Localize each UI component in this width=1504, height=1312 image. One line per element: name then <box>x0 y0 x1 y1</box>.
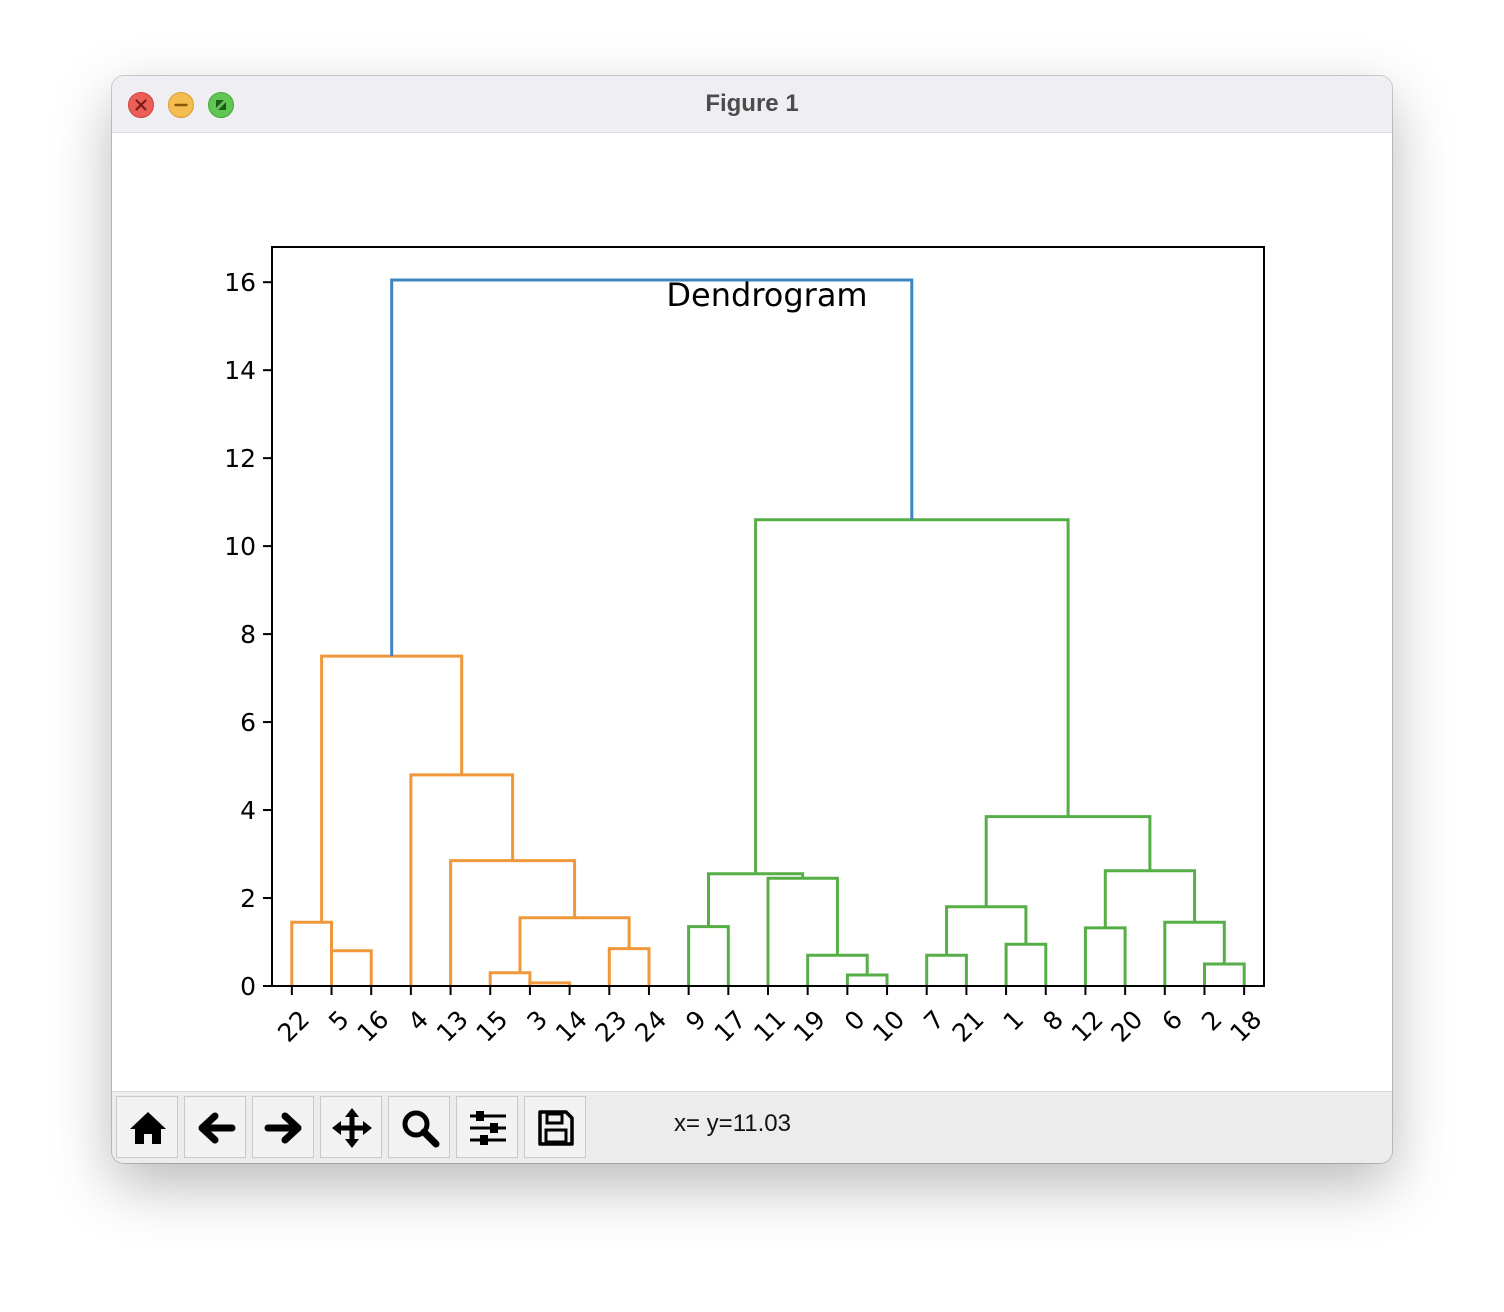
sliders-icon <box>470 1111 506 1145</box>
dendrogram-link-10 <box>845 973 889 986</box>
dendrogram-link-12 <box>766 876 839 986</box>
y-tick-label: 12 <box>224 444 256 473</box>
maximize-button[interactable] <box>208 92 234 118</box>
y-tick-label: 0 <box>240 972 256 1001</box>
y-axis: 0 2 4 6 8 10 12 14 16 <box>224 268 272 1001</box>
dendrogram-link-9 <box>687 925 730 986</box>
dendrogram-link-7 <box>409 773 515 986</box>
leaf-label-20: 20 <box>1105 1005 1148 1048</box>
dendrogram-link-5 <box>518 916 631 973</box>
leaf-label-12: 12 <box>1066 1005 1109 1048</box>
chart-title: Dendrogram <box>666 276 867 314</box>
close-button[interactable] <box>128 92 154 118</box>
dendrogram-link-16 <box>945 905 1028 956</box>
dendrogram-link-3 <box>528 981 572 986</box>
forward-button[interactable] <box>252 1096 314 1158</box>
leaf-label-10: 10 <box>867 1005 910 1048</box>
dendrogram-link-20 <box>1103 869 1197 928</box>
leaf-label-21: 21 <box>947 1005 990 1048</box>
configure-subplots-button[interactable] <box>456 1096 518 1158</box>
dendrogram-link-21 <box>984 815 1152 907</box>
y-tick-label: 4 <box>240 796 256 825</box>
back-button[interactable] <box>184 1096 246 1158</box>
y-tick-label: 8 <box>240 620 256 649</box>
minimize-button[interactable] <box>168 92 194 118</box>
zoom-button[interactable] <box>388 1096 450 1158</box>
dendrogram-link-1 <box>330 949 373 986</box>
leaf-label-11: 11 <box>748 1005 791 1048</box>
y-tick-label: 10 <box>224 532 256 561</box>
window-title: Figure 1 <box>705 90 799 117</box>
dendrogram-links <box>290 278 1246 986</box>
home-icon <box>130 1112 166 1144</box>
dendrogram-link-8 <box>320 654 464 923</box>
minimize-icon <box>174 103 188 107</box>
leaf-label-1: 1 <box>998 1005 1030 1037</box>
leaf-label-3: 3 <box>521 1005 553 1037</box>
dendrogram-link-19 <box>1163 920 1226 986</box>
dendrogram-link-2 <box>488 971 532 986</box>
dendrogram-link-18 <box>1203 962 1246 986</box>
figure-window: Figure 1 Dendrogram 0 2 4 6 8 10 12 14 16 22 5 16 4… <box>112 76 1392 1163</box>
close-icon <box>135 99 147 111</box>
leaf-label-15: 15 <box>470 1005 513 1048</box>
y-tick-label: 6 <box>240 708 256 737</box>
pan-button[interactable] <box>320 1096 382 1158</box>
home-button[interactable] <box>116 1096 178 1158</box>
search-icon <box>402 1110 440 1148</box>
arrow-right-icon <box>264 1112 302 1144</box>
y-tick-label: 14 <box>224 356 256 385</box>
arrow-left-icon <box>198 1112 236 1144</box>
save-button[interactable] <box>524 1096 586 1158</box>
dendrogram-link-17 <box>1083 926 1127 986</box>
leaf-label-4: 4 <box>402 1005 434 1037</box>
title-bar: Figure 1 <box>112 76 1392 133</box>
y-tick-label: 2 <box>240 884 256 913</box>
leaf-label-24: 24 <box>629 1005 672 1048</box>
dendrogram-link-13 <box>707 872 805 927</box>
fullscreen-icon <box>216 100 226 110</box>
leaf-label-22: 22 <box>272 1005 315 1048</box>
dendrogram-link-11 <box>806 953 869 986</box>
leaf-label-16: 16 <box>351 1005 394 1048</box>
floppy-icon <box>538 1110 574 1146</box>
leaf-label-18: 18 <box>1224 1005 1267 1048</box>
dendrogram-link-4 <box>607 947 651 986</box>
leaf-label-13: 13 <box>431 1005 474 1048</box>
leaf-label-6: 6 <box>1156 1005 1188 1037</box>
dendrogram-link-22 <box>754 518 1070 874</box>
move-icon <box>332 1108 372 1148</box>
navigation-toolbar: x= y=11.03 <box>112 1091 1392 1163</box>
y-tick-label: 16 <box>224 268 256 297</box>
figure-canvas[interactable]: Dendrogram 0 2 4 6 8 10 12 14 16 22 5 16 4 13 15 3 14 23… <box>112 133 1392 1091</box>
cursor-coordinates: x= y=11.03 <box>674 1110 791 1137</box>
dendrogram-link-15 <box>1004 942 1048 986</box>
leaf-label-8: 8 <box>1037 1005 1069 1037</box>
leaf-label-5: 5 <box>323 1005 355 1037</box>
leaf-label-23: 23 <box>590 1005 633 1048</box>
dendrogram-link-6 <box>449 859 577 986</box>
leaf-label-17: 17 <box>709 1005 752 1048</box>
leaf-label-14: 14 <box>550 1005 593 1048</box>
dendrogram-link-0 <box>290 920 333 986</box>
leaf-label-0: 0 <box>839 1005 871 1037</box>
dendrogram-link-23 <box>390 278 914 657</box>
leaf-label-7: 7 <box>918 1005 950 1037</box>
leaf-label-9: 9 <box>680 1005 712 1037</box>
leaf-label-2: 2 <box>1196 1005 1228 1037</box>
dendrogram-link-14 <box>925 953 968 986</box>
leaf-label-19: 19 <box>788 1005 831 1048</box>
